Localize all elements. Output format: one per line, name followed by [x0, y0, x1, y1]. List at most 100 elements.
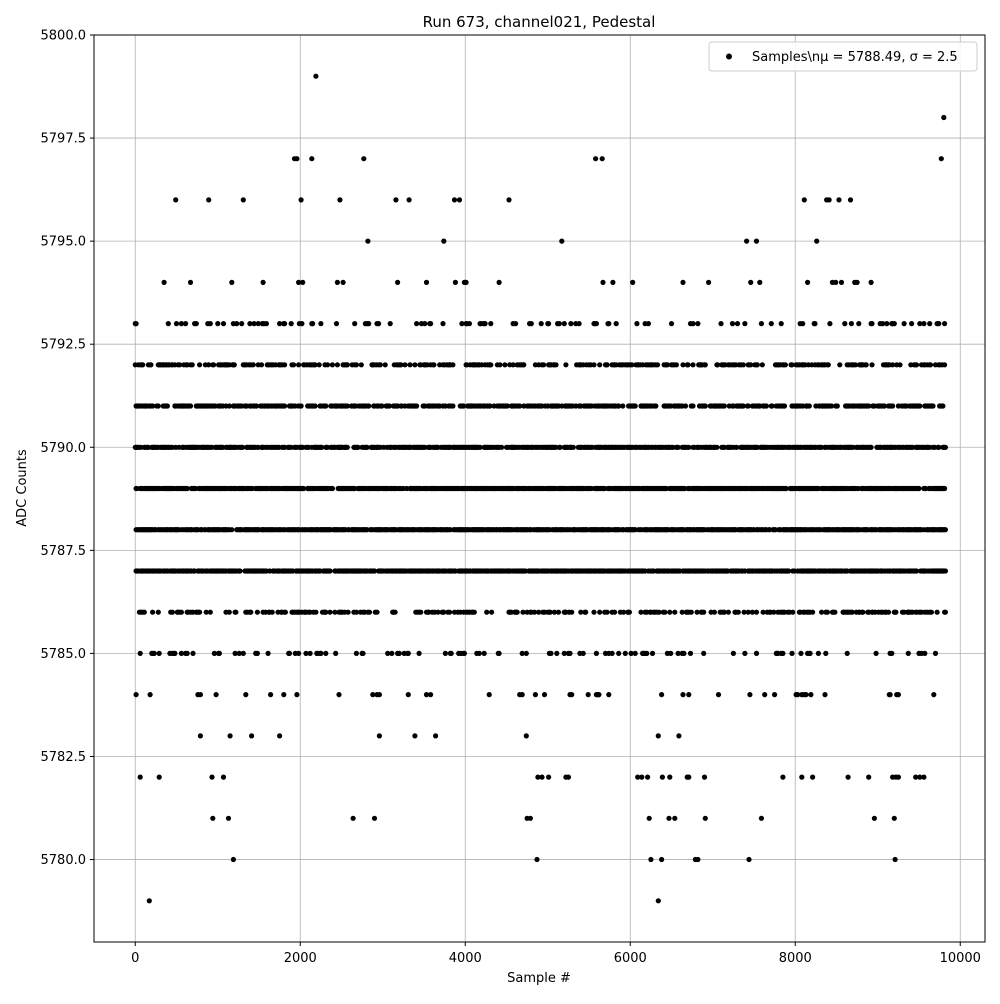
sample-point — [319, 444, 325, 450]
sample-point — [442, 650, 448, 657]
sample-point — [547, 609, 553, 615]
sample-point — [374, 609, 380, 615]
sample-point — [721, 403, 727, 409]
sample-point — [165, 321, 171, 327]
sample-point — [227, 733, 233, 739]
sample-point — [146, 898, 152, 904]
sample-point — [748, 279, 754, 285]
sample-point — [299, 321, 305, 327]
sample-point — [634, 321, 640, 327]
sample-point — [808, 692, 814, 698]
sample-point — [873, 650, 879, 657]
sample-point — [294, 692, 300, 698]
sample-point — [668, 650, 674, 657]
sample-point — [936, 321, 942, 327]
sample-point — [546, 774, 552, 780]
sample-point — [630, 279, 636, 285]
sample-point — [597, 609, 603, 615]
sample-point — [250, 362, 256, 368]
sample-point — [702, 815, 708, 821]
legend-label: Samples\nμ = 5788.49, σ = 2.5 — [752, 50, 958, 65]
sample-point — [734, 444, 740, 450]
sample-point — [488, 362, 494, 368]
sample-point — [393, 197, 399, 203]
sample-point — [183, 321, 189, 327]
sample-point — [863, 362, 869, 368]
sample-point — [323, 650, 329, 657]
sample-point — [340, 279, 346, 285]
sample-point — [928, 609, 935, 615]
sample-point — [406, 197, 412, 203]
sample-point — [358, 362, 364, 368]
sample-point — [496, 650, 502, 657]
sample-point — [834, 403, 840, 409]
sample-point — [909, 321, 915, 327]
sample-point — [555, 609, 562, 615]
sample-point — [664, 362, 671, 368]
sample-point — [917, 321, 923, 327]
sample-point — [825, 362, 831, 368]
sample-point — [745, 609, 751, 615]
sample-point — [423, 692, 430, 698]
sample-point — [672, 609, 678, 615]
sample-point — [844, 650, 850, 657]
sample-point — [936, 444, 942, 450]
sample-point — [758, 321, 765, 327]
sample-point — [504, 403, 510, 409]
sample-point — [477, 444, 483, 450]
sample-point — [576, 321, 582, 327]
sample-point — [917, 403, 923, 409]
sample-point — [881, 403, 888, 409]
sample-point — [649, 650, 656, 657]
sample-point — [448, 650, 454, 657]
sample-point — [812, 321, 818, 327]
sample-point — [323, 403, 329, 409]
sample-point — [616, 403, 622, 409]
sample-point — [148, 362, 154, 368]
sample-point — [156, 650, 162, 657]
sample-point — [897, 362, 903, 368]
sample-point — [258, 362, 265, 368]
sample-point — [655, 898, 661, 904]
sample-point — [296, 650, 302, 657]
sample-point — [161, 279, 167, 285]
sample-point — [178, 650, 184, 657]
sample-point — [150, 609, 156, 615]
sample-point — [211, 362, 217, 368]
data-points — [132, 73, 949, 904]
sample-point — [519, 650, 525, 657]
sample-point — [318, 321, 324, 327]
sample-point — [398, 362, 404, 368]
sample-point — [233, 609, 239, 615]
sample-point — [499, 444, 505, 450]
sample-point — [790, 609, 796, 615]
sample-point — [496, 279, 502, 285]
sample-point — [172, 650, 178, 657]
sample-point — [360, 650, 366, 657]
sample-point — [466, 321, 472, 327]
sample-point — [836, 197, 842, 203]
sample-point — [742, 650, 748, 657]
sample-point — [155, 403, 161, 409]
sample-point — [197, 733, 203, 739]
sample-point — [428, 321, 434, 327]
sample-point — [231, 362, 237, 368]
sample-point — [890, 403, 896, 409]
sample-point — [353, 650, 359, 657]
sample-point — [184, 650, 190, 657]
sample-point — [711, 609, 718, 615]
sample-point — [481, 650, 487, 657]
sample-point — [913, 774, 919, 780]
sample-point — [193, 321, 199, 327]
sample-point — [536, 609, 542, 615]
sample-point — [352, 321, 358, 327]
sample-point — [942, 568, 949, 574]
sample-point — [734, 321, 741, 327]
sample-point — [431, 362, 437, 368]
sample-point — [251, 321, 257, 327]
sample-point — [226, 609, 232, 615]
axes-frame — [93, 34, 986, 943]
sample-point — [740, 362, 746, 368]
sample-point — [942, 485, 948, 492]
x-tick-label: 2000 — [284, 951, 317, 966]
